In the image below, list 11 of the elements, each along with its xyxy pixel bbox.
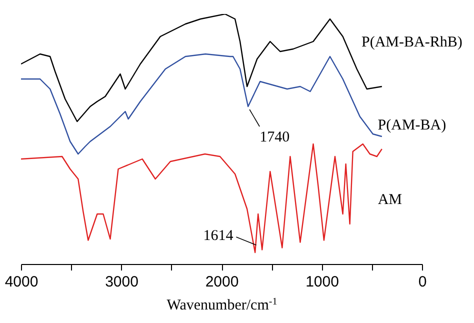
x-tick-label: 3000 — [105, 274, 138, 290]
x-tick-label: 2000 — [205, 274, 239, 290]
annotation: 1614 — [203, 228, 234, 244]
x-axis-title: Wavenumber/cm$^{-1}$ — [166, 296, 278, 314]
series-label: P(AM-BA-RhB) — [361, 34, 462, 50]
x-tick-label: 0 — [418, 274, 427, 290]
annotation: 1740 — [260, 130, 290, 146]
series-label: P(AM-BA) — [378, 118, 446, 134]
x-tick-label: 1000 — [306, 274, 339, 290]
x-tick-label: 4000 — [4, 274, 38, 290]
series-label: AM — [378, 192, 402, 208]
